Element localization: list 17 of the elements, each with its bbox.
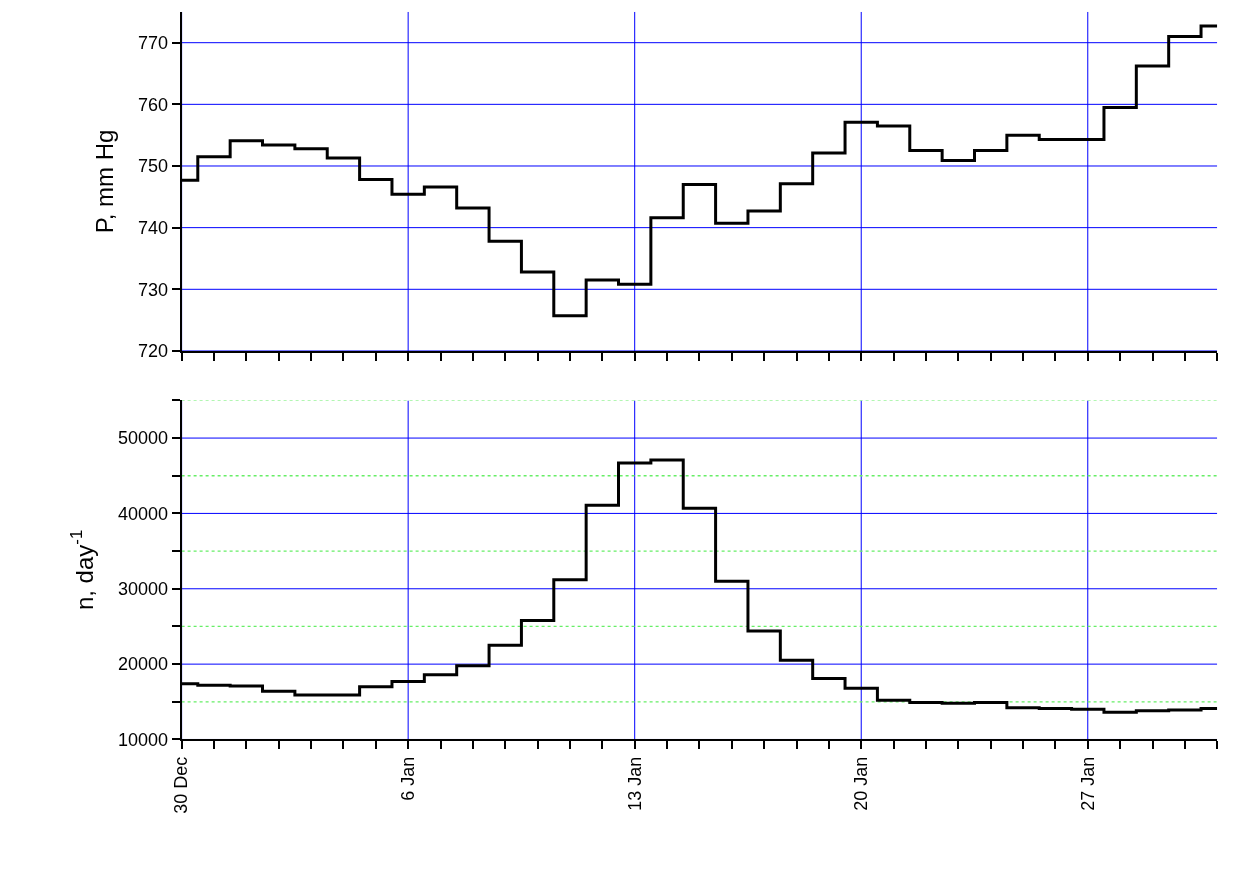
- y-tick-label: 30000: [117, 579, 169, 600]
- y-tick-label: 20000: [117, 654, 169, 675]
- y-tick-label: 730: [137, 279, 169, 300]
- y-tick-label: 720: [137, 341, 169, 362]
- y-tick-label: 40000: [117, 503, 169, 524]
- x-tick-label: 6 Jan: [398, 756, 418, 801]
- y-tick-label: 740: [137, 217, 169, 238]
- y-tick-label: 760: [137, 94, 169, 115]
- y-axis-title: P, mm Hg: [90, 129, 118, 234]
- x-tick-label: 20 Jan: [851, 756, 872, 811]
- y-tick-label: 770: [137, 32, 169, 53]
- y-tick-label: 750: [137, 156, 169, 177]
- x-tick-label: 27 Jan: [1077, 756, 1098, 811]
- x-tick-label: 13 Jan: [624, 756, 645, 811]
- y-tick-label: 10000: [117, 729, 169, 750]
- y-tick-label: 50000: [117, 428, 169, 449]
- x-tick-label: 30 Dec: [171, 756, 192, 814]
